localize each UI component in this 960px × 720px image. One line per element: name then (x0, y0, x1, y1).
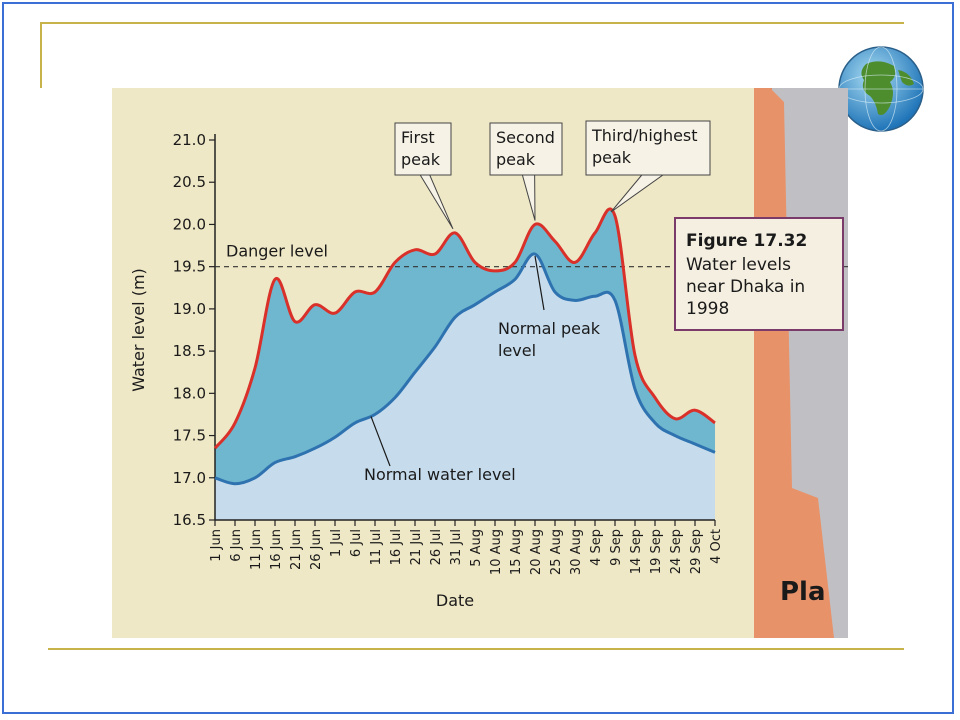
caption-line-2: near Dhaka in (686, 277, 805, 297)
normal-water-pointer (370, 416, 391, 467)
x-tick-label: 25 Aug (549, 529, 564, 575)
second-peak-label: Second (496, 128, 555, 147)
x-tick-label: 26 Jun (309, 529, 324, 570)
y-tick-label: 18.0 (173, 384, 206, 402)
x-tick-label: 20 Aug (529, 529, 544, 575)
x-tick-label: 21 Jul (409, 529, 424, 565)
x-tick-label: 11 Jul (369, 529, 384, 565)
x-tick-label: 4 Sep (589, 529, 604, 566)
x-tick-label: 19 Sep (649, 529, 664, 574)
series-line-1998 (213, 207, 716, 450)
y-tick-label: 21.0 (173, 131, 206, 149)
y-tick-label: 19.0 (173, 300, 206, 318)
figure-caption: Figure 17.32 Water levels near Dhaka in … (674, 217, 844, 331)
x-tick-label: 10 Aug (489, 529, 504, 575)
second-peak-box (489, 122, 563, 176)
x-tick-label: 31 Jul (449, 529, 464, 565)
x-tick-label: 16 Jul (389, 529, 404, 565)
x-tick-label: 21 Jun (289, 529, 304, 570)
y-tick-label: 18.5 (173, 342, 206, 360)
x-tick-label: 6 Jul (349, 529, 364, 557)
y-tick-label: 17.0 (173, 469, 206, 487)
globe-icon (838, 46, 924, 132)
x-tick-label: 26 Jul (429, 529, 444, 565)
y-tick-label: 20.0 (173, 215, 206, 233)
left-rule (40, 22, 42, 88)
x-tick-label: 11 Jun (249, 529, 264, 570)
x-tick-label: 9 Sep (609, 529, 624, 566)
first-peak-label: peak (401, 150, 441, 169)
danger-level-label: Danger level (226, 242, 328, 261)
y-tick-label: 20.5 (173, 173, 206, 191)
x-tick-label: 15 Aug (509, 529, 524, 575)
area-normal (215, 253, 715, 520)
y-tick-label: 19.5 (173, 258, 206, 276)
x-tick-label: 1 Jul (329, 529, 344, 557)
x-tick-label: 14 Sep (629, 529, 644, 574)
normal-peak-label: level (498, 341, 536, 360)
first-peak-label: First (401, 128, 435, 147)
bottom-rule (48, 648, 904, 650)
y-axis-title: Water level (m) (129, 268, 148, 392)
series-line-normal (214, 252, 716, 486)
first-peak-box (394, 122, 452, 176)
x-axis-title: Date (436, 591, 474, 610)
y-tick-label: 17.5 (173, 427, 206, 445)
third-peak-label: peak (592, 148, 632, 167)
caption-title: Figure 17.32 (686, 231, 807, 251)
third-peak-box (585, 120, 711, 176)
x-tick-label: 29 Sep (689, 529, 704, 574)
x-tick-label: 4 Oct (709, 529, 724, 564)
water-level-chart: 21.0 20.5 20.0 19.5 19.0 18.5 18.0 17.5 17.0 16.5… (112, 88, 848, 638)
caption-line-1: Water levels (686, 255, 791, 275)
normal-water-label: Normal water level (364, 465, 516, 484)
x-tick-label: 24 Sep (669, 529, 684, 574)
top-rule (40, 22, 904, 24)
x-tick-label: 5 Aug (469, 529, 484, 567)
x-tick-label: 30 Aug (569, 529, 584, 575)
x-tick-label: 16 Jun (269, 529, 284, 570)
page-fragment-text: Pla (780, 577, 826, 607)
y-tick-label: 16.5 (173, 511, 206, 529)
x-tick-label: 6 Jun (229, 529, 244, 562)
normal-peak-pointer (534, 255, 545, 311)
normal-peak-label: Normal peak (498, 319, 601, 338)
textbook-photo: 21.0 20.5 20.0 19.5 19.0 18.5 18.0 17.5 17.0 16.5… (112, 88, 848, 638)
caption-line-3: 1998 (686, 299, 729, 319)
third-peak-label: Third/highest (591, 126, 698, 145)
x-tick-label: 1 Jun (209, 529, 224, 562)
second-peak-label: peak (496, 150, 536, 169)
